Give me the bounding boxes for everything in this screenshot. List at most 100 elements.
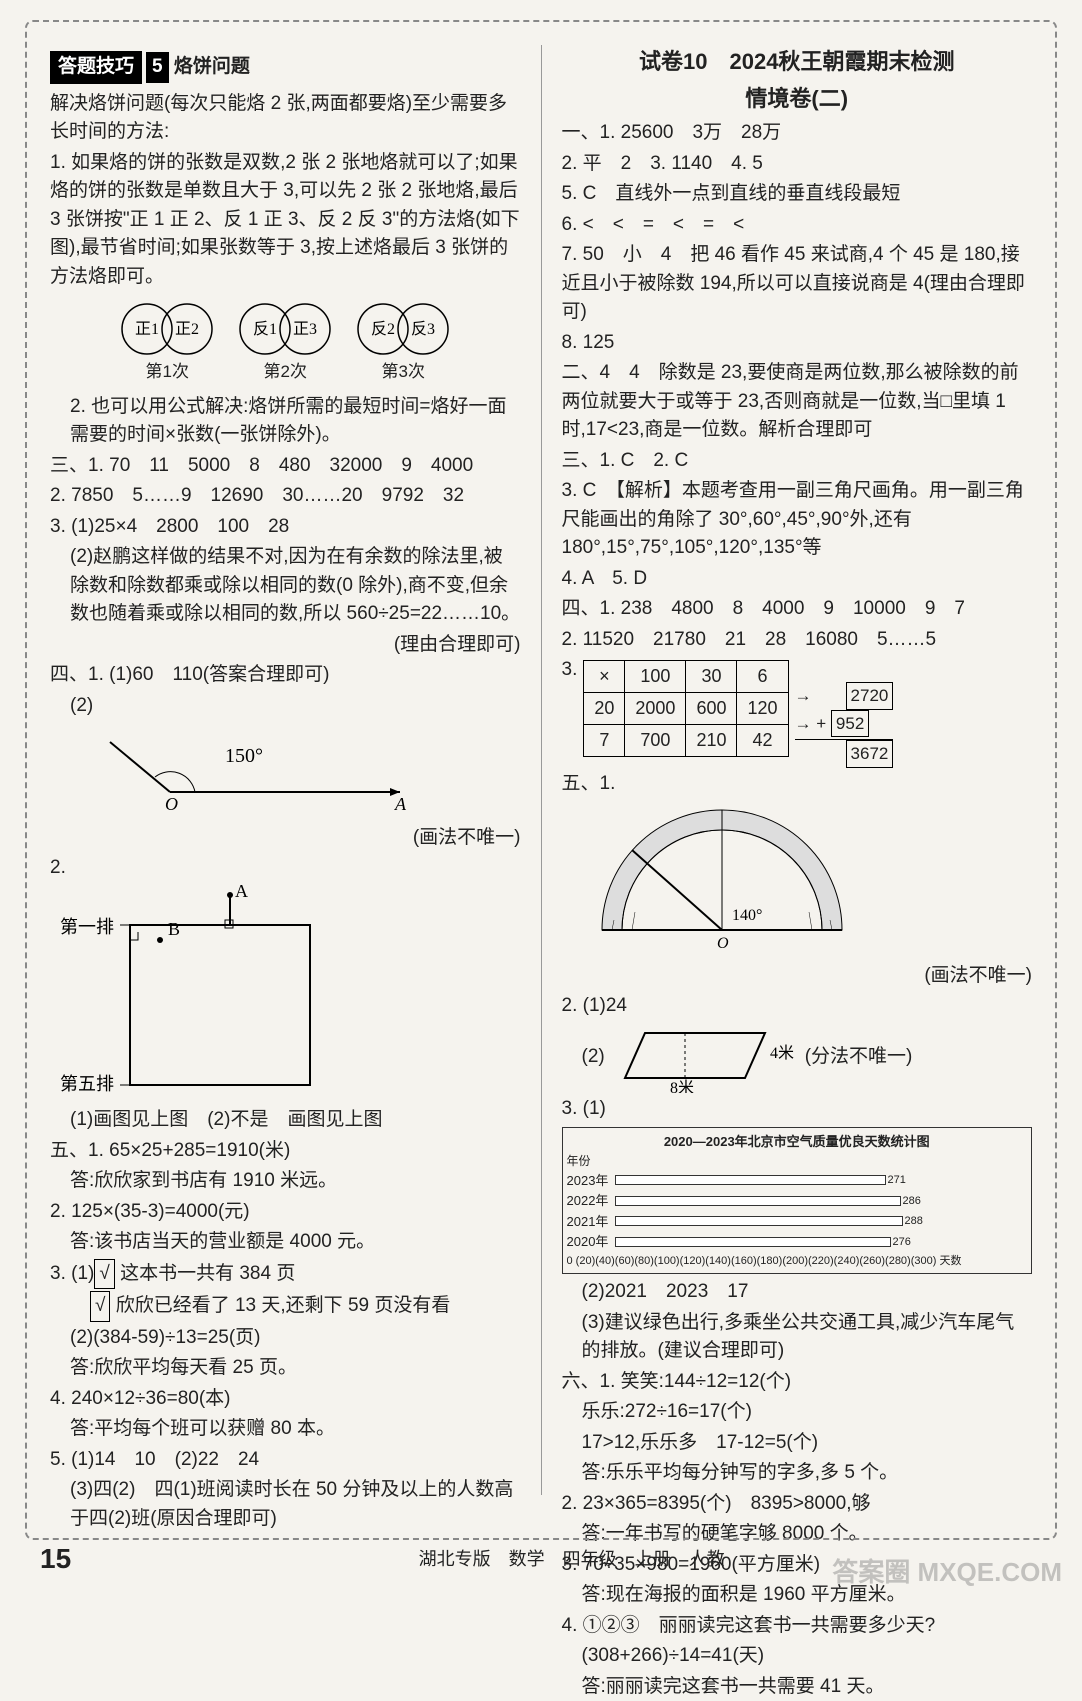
s4-1b: (2) [50,692,521,721]
s5-4a: 4. 240×12÷36=80(本) [50,1385,521,1414]
s3-3a: 3. (1)25×4 2800 100 28 [50,513,521,542]
svg-text:正3: 正3 [293,321,317,338]
pancake-diagram: 正1 正2 第1次 反1 正3 第2次 反2反3 第3次 [50,299,521,385]
r4-1: 四、1. 238 4800 8 4000 9 10000 9 7 [562,595,1033,624]
page-content: 答题技巧5 烙饼问题 解决烙饼问题(每次只能烙 2 张,两面都要烙)至少需要多长… [40,30,1042,1510]
mult-table: ×100306 202000600120 770021042 [583,660,788,757]
chart-bar-row: 2021年288 [567,1212,1028,1232]
svg-text:8米: 8米 [670,1079,694,1093]
para-note: (分法不唯一) [805,1043,913,1072]
r1-2: 2. 平 2 3. 1140 4. 5 [562,150,1033,179]
s3-2: 2. 7850 5……9 12690 30……20 9792 32 [50,482,521,511]
s5-3c: (2)(384-59)÷13=25(页) [50,1324,521,1353]
s4-2: 2. [50,854,521,883]
chart-ylabel: 年份 [567,1152,1028,1170]
s5-3b: √ 欣欣已经看了 13 天,还剩下 59 页没有看 [50,1291,521,1322]
circle-group-1: 正1 正2 第1次 [117,299,217,385]
svg-text:反2: 反2 [371,320,395,338]
badge-num: 5 [146,52,169,83]
table-results: → 2720 → + 952 3672 [795,656,894,768]
angle-note: (画法不唯一) [50,824,521,853]
step2-text: 2. 也可以用公式解决:烙饼所需的最短时间=烙好一面需要的时间×张数(一张饼除外… [50,393,521,450]
s5-5b: (3)四(2) 四(1)班阅读时长在 50 分钟及以上的人数高于四(2)班(原因… [50,1476,521,1533]
r6-4a: 4. ①②③ 丽丽读完这套书一共需要多少天? [562,1612,1033,1641]
svg-text:140°: 140° [732,907,762,924]
protractor-diagram: 140° O [562,800,922,950]
svg-text:4米: 4米 [770,1044,794,1062]
svg-text:O: O [165,794,178,812]
s5-2b: 答:该书店当天的营业额是 4000 元。 [50,1228,521,1257]
r1-1: 一、1. 25600 3万 28万 [562,119,1033,148]
r5-3c: (3)建议绿色出行,多乘坐公共交通工具,减少汽车尾气的排放。(建议合理即可) [562,1309,1033,1366]
column-divider [541,45,542,1495]
r5-3: 3. (1) [562,1095,1033,1124]
r1-6: 6. < < = < = < [562,211,1033,240]
r4-2: 2. 11520 21780 21 28 16080 5……5 [562,626,1033,655]
svg-text:A: A [235,885,248,901]
s5-1b: 答:欣欣家到书店有 1910 米远。 [50,1167,521,1196]
circle-group-2: 反1 正3 第2次 [235,299,335,385]
s5-3a: 3. (1)√ 这本书一共有 384 页 [50,1259,521,1290]
r4-3: 3. [562,656,578,685]
exam-title: 试卷10 2024秋王朝霞期末检测 [562,45,1033,78]
chart-bar-row: 2020年276 [567,1232,1028,1252]
circle-label-3: 第3次 [353,359,453,385]
r5-1: 五、1. [562,770,1033,799]
mult-table-row: 3. ×100306 202000600120 770021042 → 2720… [562,656,1033,768]
left-column: 答题技巧5 烙饼问题 解决烙饼问题(每次只能烙 2 张,两面都要烙)至少需要多长… [50,45,521,1495]
r6-2a: 2. 23×365=8395(个) 8395>8000,够 [562,1490,1033,1519]
chart-xaxis: 0 (20)(40)(60)(80)(100)(120)(140)(160)(1… [567,1253,1028,1270]
r1-5: 5. C 直线外一点到直线的垂直线段最短 [562,180,1033,209]
protractor-note: (画法不唯一) [562,962,1033,991]
svg-text:反1: 反1 [253,320,277,338]
svg-text:O: O [717,935,729,950]
svg-text:正1: 正1 [135,321,159,338]
chart-bar-row: 2022年286 [567,1191,1028,1211]
watermark: 答案圈 MXQE.COM [832,1553,1062,1592]
bar-chart: 2020—2023年北京市空气质量优良天数统计图 年份 2023年2712022… [562,1127,1033,1274]
s5-4b: 答:平均每个班可以获赠 80 本。 [50,1415,521,1444]
circle-label-1: 第1次 [117,359,217,385]
s4-1: 四、1. (1)60 110(答案合理即可) [50,661,521,690]
circle-label-2: 第2次 [235,359,335,385]
topic-header: 答题技巧5 烙饼问题 [50,51,521,84]
r1-7: 7. 50 小 4 把 46 看作 45 来试商,4 个 45 是 180,接近… [562,241,1033,327]
r2: 二、4 4 除数是 23,要使商是两位数,那么被除数的前两位就要大于或等于 23… [562,359,1033,445]
chart-title: 2020—2023年北京市空气质量优良天数统计图 [567,1132,1028,1152]
r6-4c: 答:丽丽读完这套书一共需要 41 天。 [562,1673,1033,1701]
r5-3b: (2)2021 2023 17 [562,1278,1033,1307]
intro-text: 解决烙饼问题(每次只能烙 2 张,两面都要烙)至少需要多长时间的方法: [50,90,521,147]
r3-1: 三、1. C 2. C [562,447,1033,476]
svg-text:正2: 正2 [175,321,199,338]
page-number: 15 [40,1538,71,1580]
svg-text:第五排: 第五排 [60,1074,114,1094]
r6-1b: 乐乐:272÷16=17(个) [562,1398,1033,1427]
topic-text: 烙饼问题 [174,56,250,77]
angle-diagram: 150° O A [50,722,430,812]
r5-2b: (2) [562,1043,605,1072]
r6-4b: (308+266)÷14=41(天) [562,1642,1033,1671]
circle-group-3: 反2反3 第3次 [353,299,453,385]
r6-1a: 六、1. 笑笑:144÷12=12(个) [562,1368,1033,1397]
s3-3b: (2)赵鹏这样做的结果不对,因为在有余数的除法里,被除数和除数都乘或除以相同的数… [50,543,521,629]
parallelogram: 4米 8米 [615,1023,795,1093]
r1-8: 8. 125 [562,329,1033,358]
exam-subtitle: 情境卷(二) [562,82,1033,115]
svg-text:B: B [168,919,180,939]
s5-5a: 5. (1)14 10 (2)22 24 [50,1446,521,1475]
s5-3d: 答:欣欣平均每天看 25 页。 [50,1354,521,1383]
s4-2note: (1)画图见上图 (2)不是 画图见上图 [50,1106,521,1135]
svg-text:第一排: 第一排 [60,917,114,937]
parallelogram-row: (2) 4米 8米 (分法不唯一) [562,1023,1033,1093]
s3-3c: (理由合理即可) [50,631,521,660]
s5-2a: 2. 125×(35-3)=4000(元) [50,1198,521,1227]
step1-text: 1. 如果烙的饼的张数是双数,2 张 2 张地烙就可以了;如果烙的饼的张数是单数… [50,149,521,292]
r5-2a: 2. (1)24 [562,992,1033,1021]
svg-text:A: A [394,794,407,812]
square-diagram: A B 第一排 第五排 [50,885,370,1095]
badge-label: 答题技巧 [50,51,142,84]
right-column: 试卷10 2024秋王朝霞期末检测 情境卷(二) 一、1. 25600 3万 2… [562,45,1033,1495]
r6-1c: 17>12,乐乐多 17-12=5(个) [562,1429,1033,1458]
s5-1a: 五、1. 65×25+285=1910(米) [50,1137,521,1166]
r3-3a: 3. C 【解析】本题考查用一副三角尺画角。用一副三角尺能画出的角除了 30°,… [562,477,1033,563]
